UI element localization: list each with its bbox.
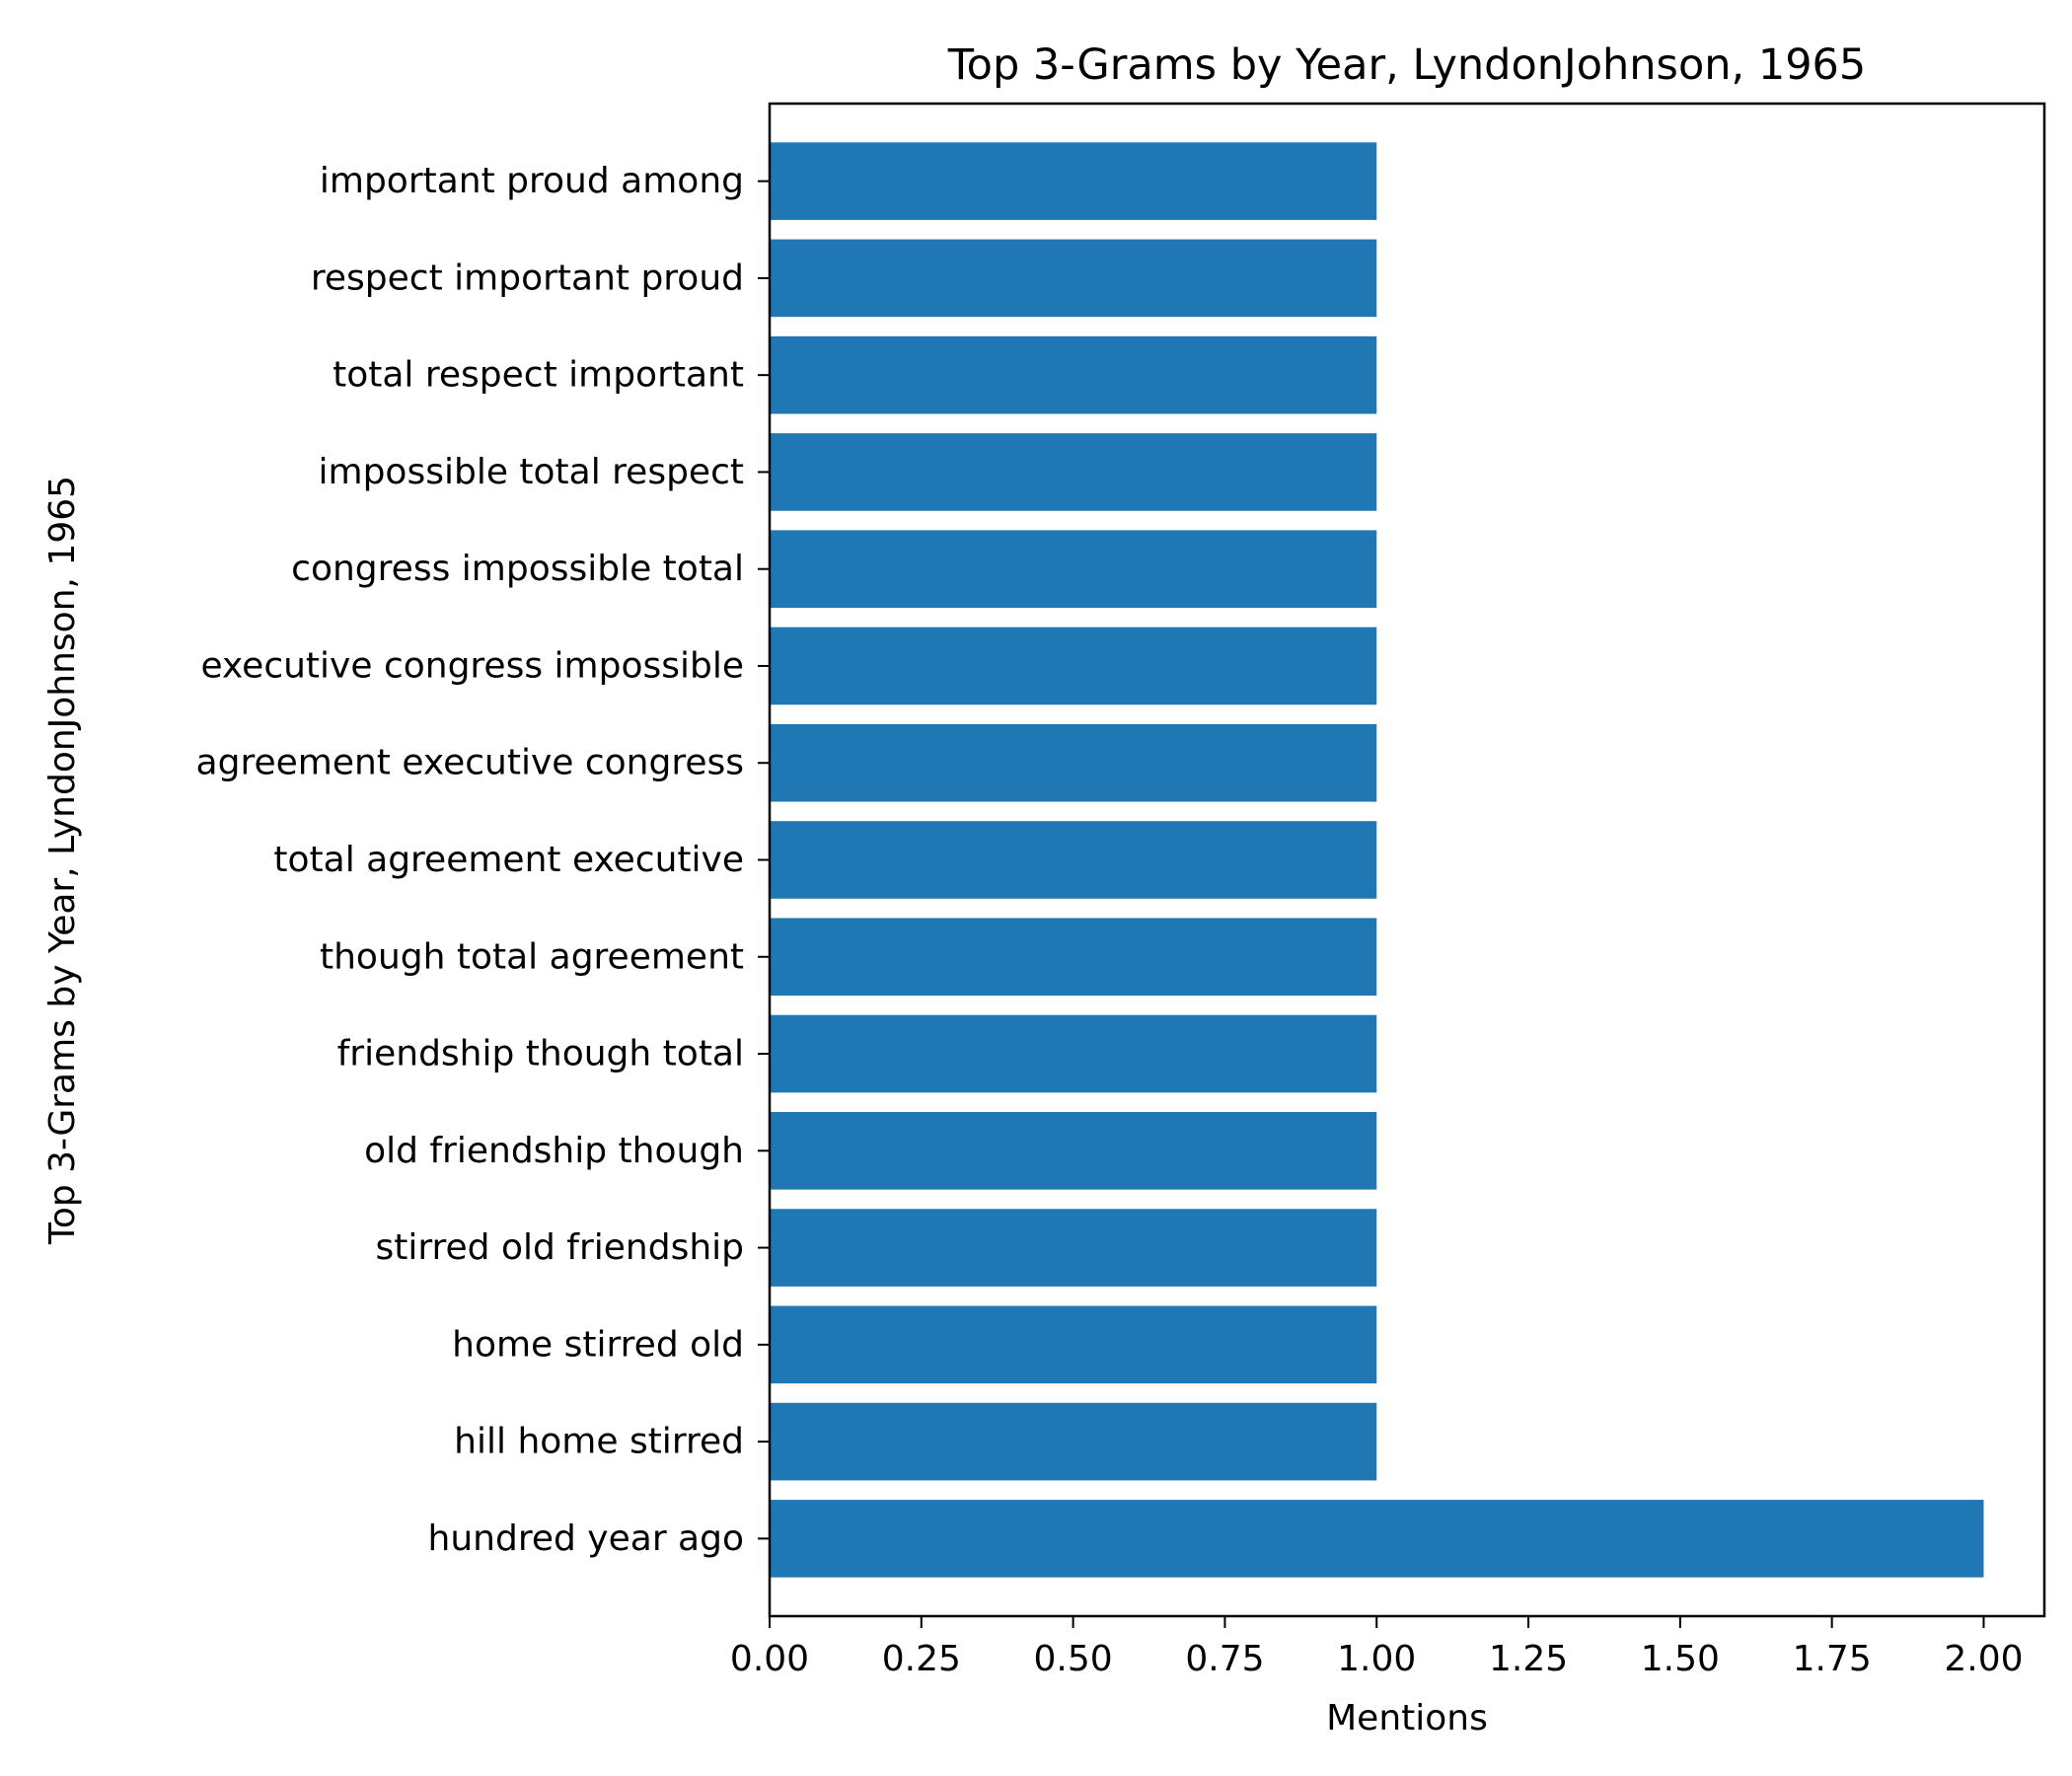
x-tick-label: 0.00 [730,1639,809,1679]
bar-respect-important-proud [770,239,1377,318]
y-tick-label: important proud among [320,161,744,201]
bar-friendship-though-total [770,1014,1377,1093]
y-tick-label: old friendship though [364,1131,744,1171]
x-tick-label: 1.25 [1489,1639,1568,1679]
x-axis-ticks: 0.00 0.25 0.50 0.75 1.00 1.25 1.50 1.75 2.00 [730,1616,2024,1679]
x-tick-label: 0.75 [1185,1639,1264,1679]
y-tick-label: hill home stirred [454,1422,744,1462]
bars [770,142,1984,1578]
bar-home-stirred-old [770,1305,1377,1384]
y-tick-label: home stirred old [452,1324,744,1365]
y-tick-label: though total agreement [320,936,744,977]
y-tick-label: impossible total respect [319,452,745,492]
bar-impossible-total-respect [770,433,1377,511]
bar-though-total-agreement [770,918,1377,997]
x-tick-label: 0.50 [1034,1639,1113,1679]
y-tick-label: respect important proud [311,258,744,298]
y-tick-label: executive congress impossible [200,645,744,686]
bar-hundred-year-ago [770,1500,1984,1578]
y-tick-label: total respect important [333,355,744,396]
x-tick-label: 1.75 [1793,1639,1872,1679]
plot-frame [768,102,2046,1618]
y-axis-ticks: hundred year ago hill home stirred home st… [196,161,770,1559]
y-tick-label: agreement executive congress [196,743,744,783]
x-tick-label: 0.25 [882,1639,961,1679]
y-tick-label: stirred old friendship [375,1227,744,1268]
y-axis-label: Top 3-Grams by Year, LyndonJohnson, 1965 [42,476,83,1245]
bar-important-proud-among [770,142,1377,220]
x-axis-label: Mentions [1326,1698,1488,1739]
bar-total-agreement-executive [770,821,1377,899]
bar-total-respect-important [770,335,1377,414]
bar-stirred-old-friendship [770,1209,1377,1287]
y-tick-label: congress impossible total [291,549,744,589]
y-tick-label: total agreement executive [273,840,744,880]
x-tick-label: 1.00 [1337,1639,1416,1679]
bar-hill-home-stirred [770,1402,1377,1481]
y-tick-label: friendship though total [337,1034,744,1074]
bar-agreement-executive-congress [770,723,1377,802]
y-tick-label: hundred year ago [428,1518,744,1559]
chart-title: Top 3-Grams by Year, LyndonJohnson, 1965 [947,40,1867,90]
bar-executive-congress-impossible [770,627,1377,705]
x-tick-label: 1.50 [1641,1639,1720,1679]
bar-congress-impossible-total [770,530,1377,608]
bar-old-friendship-though [770,1112,1377,1190]
x-tick-label: 2.00 [1944,1639,2023,1679]
